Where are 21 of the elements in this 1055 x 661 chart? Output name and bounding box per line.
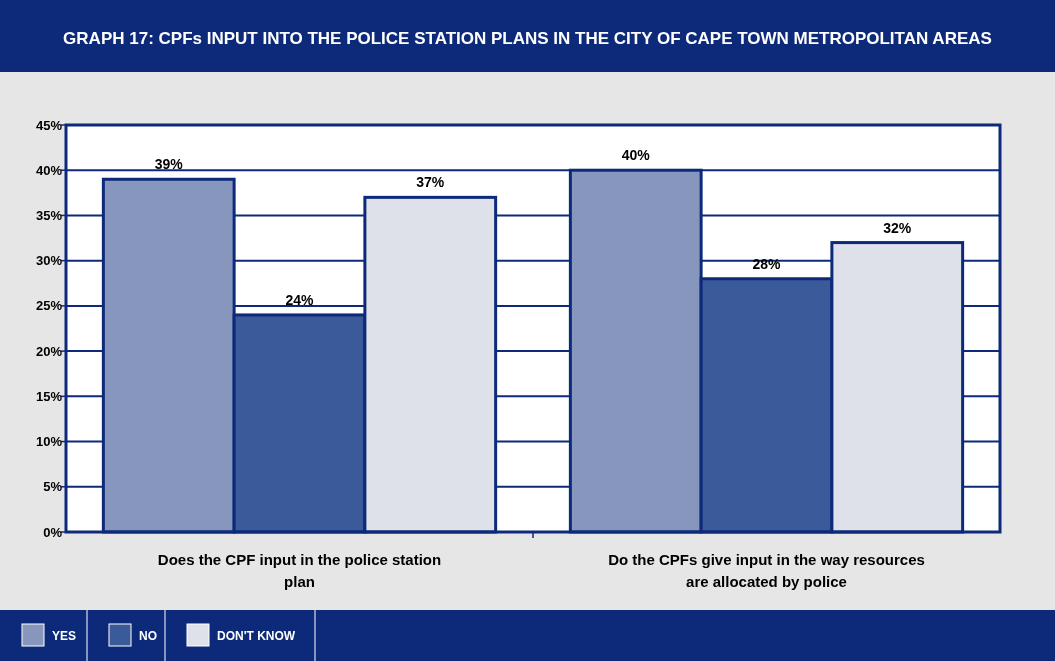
- legend-label: NO: [139, 629, 157, 643]
- x-tick-label: Do the CPFs give input in the way resources are allocated by police: [608, 551, 925, 590]
- chart-title: GRAPH 17: CPFs INPUT INTO THE POLICE STATION PLANS IN THE CITY OF CAPE TOWN METROPOLITAN AREAS: [63, 29, 992, 48]
- y-tick-label: 0%: [43, 524, 63, 540]
- y-tick-label: 35%: [35, 207, 63, 223]
- x-tick-label: Does the CPF input in the police station plan: [157, 551, 442, 590]
- y-tick-label: 10%: [35, 434, 63, 450]
- legend-label: DON'T KNOW: [217, 629, 296, 643]
- y-tick-label: 25%: [35, 298, 63, 314]
- data-label: 40%: [621, 147, 651, 164]
- legend-label: YES: [52, 629, 77, 643]
- y-tick-label: 20%: [35, 343, 63, 359]
- y-tick-label: 30%: [35, 253, 63, 269]
- data-label: 24%: [285, 291, 315, 308]
- data-label: 32%: [883, 219, 912, 236]
- y-tick-label: 5%: [43, 479, 63, 495]
- y-tick-label: 45%: [35, 117, 63, 133]
- data-label: 39%: [154, 156, 184, 173]
- y-tick-label: 15%: [35, 388, 63, 404]
- data-label: 37%: [416, 174, 445, 191]
- y-tick-label: 40%: [35, 162, 63, 178]
